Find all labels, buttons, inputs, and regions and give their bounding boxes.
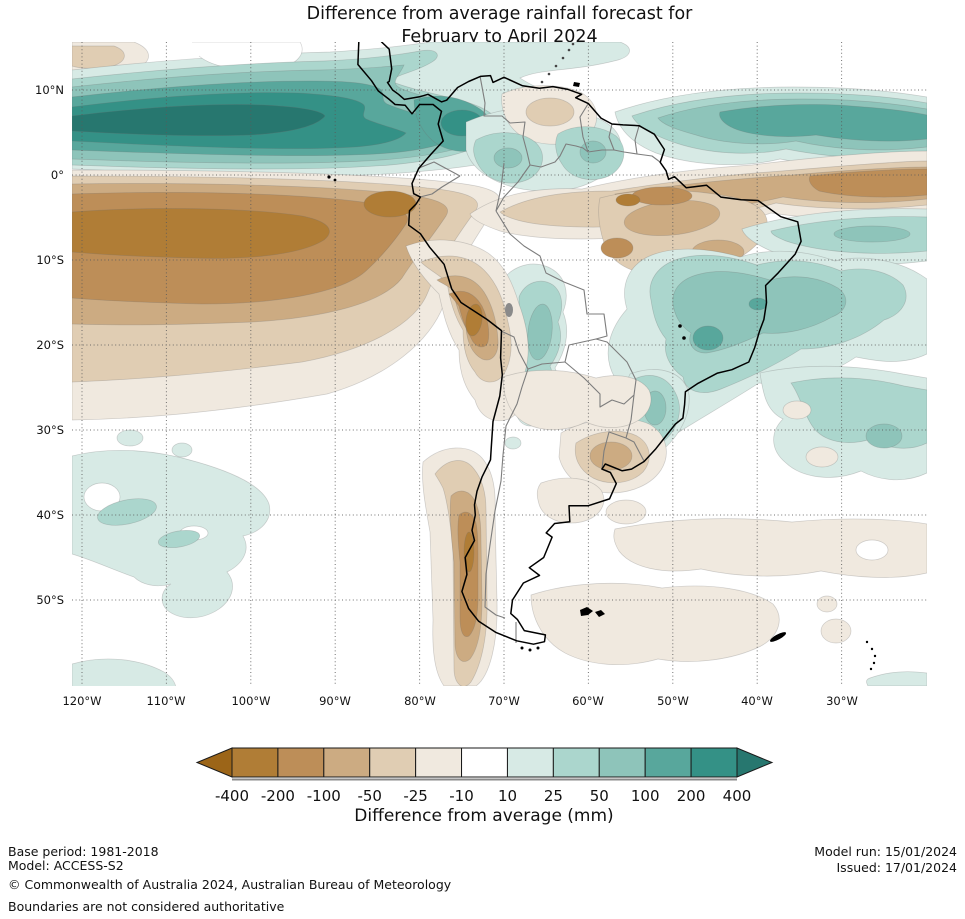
lesser-antilles-arc [540,42,575,84]
model-text: Model: ACCESS-S2 [8,858,124,873]
colorbar-tick: -50 [357,787,382,805]
colorbar-segment [506,747,554,778]
lon-tick-label: 70°W [488,694,520,708]
lon-tick-label: 50°W [657,694,689,708]
colorbar-tick: 200 [677,787,706,805]
south-america-coastline [357,41,802,645]
colorbar-tick: 10 [498,787,517,805]
colorbar-tick: -200 [261,787,295,805]
lon-tick-label: 110°W [146,694,186,708]
islands [327,42,877,671]
lat-tick-label: 30°S [36,423,64,437]
south-georgia-island [769,632,787,642]
lon-tick-label: 30°W [826,694,858,708]
colorbar-tick: -25 [403,787,428,805]
colorbar-segment [461,747,508,778]
boundaries-note-text: Boundaries are not considered authoritat… [8,899,285,914]
country-borders [418,75,661,643]
lat-tick-label: 20°S [36,338,64,352]
rainfall-anomaly-map [71,41,928,722]
falkland-islands [580,607,593,616]
base-period-text: Base period: 1981-2018 [8,844,159,859]
lon-tick-label: 100°W [231,694,271,708]
colorbar-legend: -400 -200 -100 -50 -25 -10 10 25 50 100 … [185,744,785,806]
lat-tick-label: 10°N [35,83,64,97]
colorbar-title: Difference from average (mm) [354,806,614,826]
colorbar-tick: 50 [590,787,609,805]
lon-tick-label: 80°W [404,694,436,708]
model-run-text: Model run: 15/01/2024 [814,844,957,859]
colorbar-tick: -100 [307,787,341,805]
colorbar-segment [231,747,279,778]
colorbar-segment [277,747,325,778]
colorbar-segment [323,747,371,778]
colorbar-tick: 25 [544,787,563,805]
colorbar-segment [369,747,417,778]
colorbar-over-arrow [736,747,774,778]
trinidad-island [573,82,580,87]
colorbar-segment [415,747,463,778]
issued-text: Issued: 17/01/2024 [836,860,958,875]
lat-tick-label: 10°S [36,253,64,267]
colorbar-tick: 100 [631,787,660,805]
map-svg [71,41,928,722]
lat-tick-label: 40°S [36,508,64,522]
lake-titicaca [505,303,513,317]
lon-tick-label: 120°W [62,694,102,708]
colorbar-under-arrow [195,747,233,778]
chart-title-line1: Difference from average rainfall forecas… [306,4,693,24]
colorbar-svg: -400 -200 -100 -50 -25 -10 10 25 50 100 … [195,747,774,805]
colorbar-tick: -10 [449,787,474,805]
lat-tick-label: 0° [50,168,64,182]
copyright-text: © Commonwealth of Australia 2024, Austra… [8,877,452,892]
colorbar-segment [644,747,692,778]
colorbar-tick: 400 [723,787,752,805]
colorbar-segment [598,747,646,778]
lon-tick-label: 90°W [319,694,351,708]
colorbar-tick: -400 [215,787,249,805]
lon-tick-label: 40°W [741,694,773,708]
lon-tick-label: 60°W [572,694,604,708]
colorbar-segment [552,747,600,778]
galapagos-islands [327,175,331,179]
lat-tick-label: 50°S [36,593,64,607]
colorbar-segment [690,747,738,778]
